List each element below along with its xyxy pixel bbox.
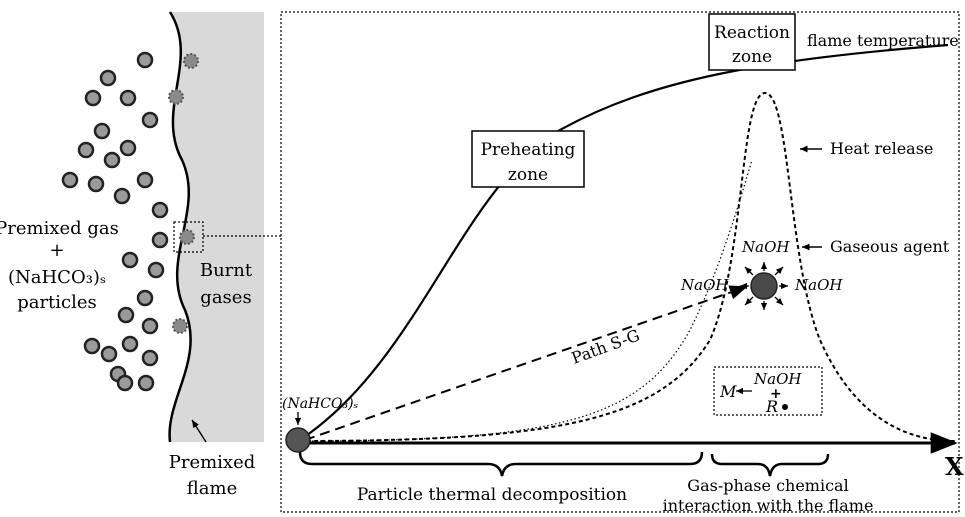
gas-phase-brace xyxy=(710,453,830,477)
box-naoh: NaOH xyxy=(753,370,802,388)
box-m: M xyxy=(719,382,737,401)
particle xyxy=(117,306,135,324)
particle-core xyxy=(750,272,778,300)
particle xyxy=(116,374,134,392)
particle xyxy=(121,251,139,269)
reaction-zone-box xyxy=(708,13,796,71)
box-plus: + xyxy=(770,386,782,402)
particle-cloud xyxy=(61,51,169,392)
zoom-box xyxy=(173,221,204,253)
particle xyxy=(137,374,155,392)
flame-front xyxy=(168,11,192,443)
particle xyxy=(151,201,169,219)
premixed-flame-arrow xyxy=(191,419,207,443)
particle xyxy=(147,261,165,279)
particle xyxy=(99,69,117,87)
reaction-zone-curve xyxy=(299,159,753,442)
particle xyxy=(141,111,159,129)
radical-dot xyxy=(782,404,788,410)
decomposing-particle xyxy=(183,53,199,69)
x-axis-label: X xyxy=(945,452,964,481)
particle xyxy=(100,345,118,363)
naoh-left: NaOH xyxy=(680,276,729,294)
gas-phase-line1: Gas-phase chemical xyxy=(687,476,848,495)
particle xyxy=(151,231,169,249)
path-sg-arrow xyxy=(304,285,748,441)
left-panel: Premixed gas + (NaHCO₃)ₛ particles Burnt… xyxy=(0,11,282,499)
box-r: R xyxy=(765,397,778,416)
particle xyxy=(119,89,137,107)
naoh-right: NaOH xyxy=(794,276,843,294)
preheating-zone-box xyxy=(471,130,585,188)
particle xyxy=(136,171,154,189)
particle xyxy=(119,139,137,157)
particle xyxy=(136,289,154,307)
particle xyxy=(77,141,95,159)
flame-temperature-label: flame temperature xyxy=(807,31,959,50)
panel-border xyxy=(280,11,960,513)
main-panel: X Path S-G Reaction zone flame temperatu… xyxy=(280,11,964,515)
decomposition-brace xyxy=(298,451,704,477)
nahco3-particles-label: (NaHCO₃)ₛ xyxy=(8,267,106,288)
particle xyxy=(141,317,159,335)
gas-phase-line2: interaction with the flame xyxy=(663,496,874,515)
premixed-label: Premixed xyxy=(169,452,256,473)
particle xyxy=(83,337,101,355)
particle xyxy=(84,89,102,107)
particle xyxy=(136,51,154,69)
heat-release-label: Heat release xyxy=(830,139,933,158)
sublimating-particle xyxy=(740,262,788,310)
initial-particle xyxy=(285,427,311,453)
particle xyxy=(87,175,105,193)
path-sg-label: Path S-G xyxy=(569,326,642,368)
naoh-top: NaOH xyxy=(741,238,790,256)
chemistry-box xyxy=(713,366,823,416)
reaction-zone-line2: zone xyxy=(732,47,772,67)
reaction-zone-line1: Reaction xyxy=(714,23,790,43)
particle xyxy=(61,171,79,189)
decomposing-particle xyxy=(172,318,188,334)
particle xyxy=(141,349,159,367)
particle xyxy=(103,151,121,169)
particle xyxy=(121,335,139,353)
decomposing-particles xyxy=(168,53,199,334)
decomposing-particle xyxy=(179,229,195,245)
decomposition-label: Particle thermal decomposition xyxy=(357,485,627,505)
particle-formula-label: (NaHCO₃)ₛ xyxy=(282,396,359,412)
particle xyxy=(93,122,111,140)
particles-label: particles xyxy=(17,292,97,313)
decomposing-particle xyxy=(168,89,184,105)
burnt-label: Burnt xyxy=(200,260,253,281)
gaseous-agent-label: Gaseous agent xyxy=(830,237,950,256)
gases-label: gases xyxy=(200,287,251,308)
premixed-gas-label: Premixed gas xyxy=(0,218,119,239)
plus-sign: + xyxy=(49,240,64,261)
heat-release-curve xyxy=(299,91,956,442)
flame-label: flame xyxy=(187,478,237,499)
preheating-line2: zone xyxy=(508,165,548,185)
particle xyxy=(113,187,131,205)
preheating-line1: Preheating xyxy=(481,140,576,160)
burnt-gas-region xyxy=(169,12,264,442)
